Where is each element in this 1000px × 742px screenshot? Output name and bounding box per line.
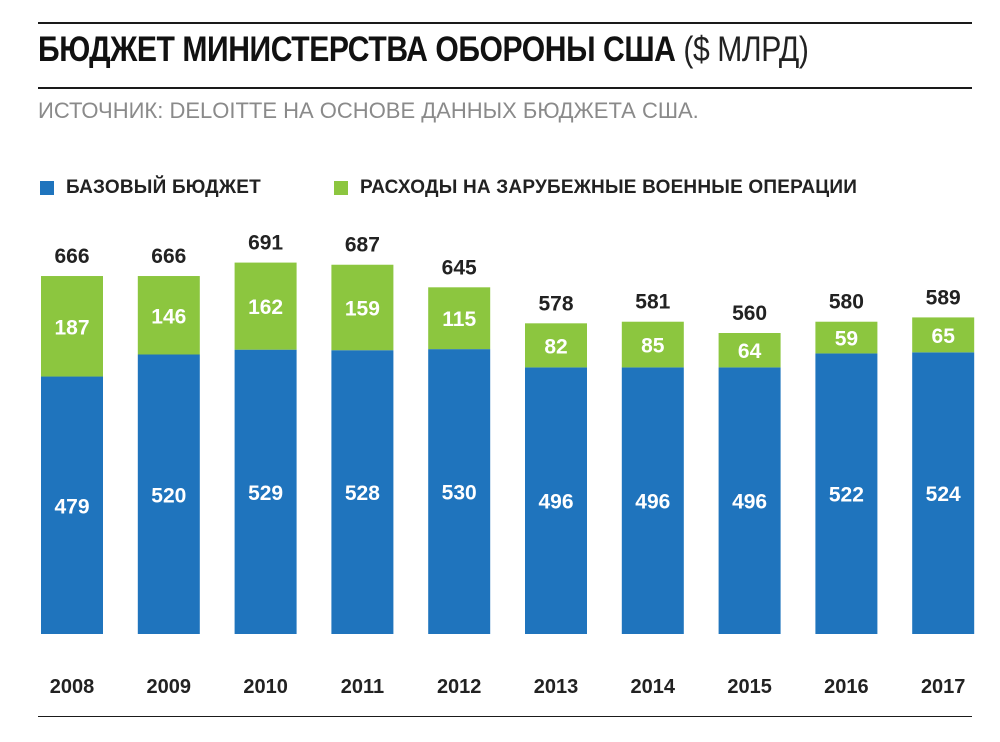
- x-tick-2009: 2009: [147, 676, 192, 698]
- label-total-2011: 687: [345, 234, 380, 257]
- x-tick-2013: 2013: [534, 676, 579, 698]
- label-total-2013: 578: [538, 292, 573, 315]
- label-total-2016: 580: [829, 291, 864, 314]
- top-rule: [38, 22, 972, 24]
- bar-overseas-2015: [718, 333, 781, 368]
- label-overseas-2015: 64: [738, 340, 762, 363]
- label-total-2008: 666: [54, 245, 89, 268]
- x-tick-2015: 2015: [727, 676, 772, 698]
- label-total-2014: 581: [635, 291, 670, 314]
- label-overseas-2011: 159: [345, 297, 380, 320]
- bar-overseas-2017: [912, 317, 975, 353]
- legend-base: БАЗОВЫЙ БЮДЖЕТ: [40, 177, 261, 199]
- label-total-2017: 589: [926, 286, 961, 309]
- title-unit: ($ МЛРД): [683, 30, 809, 69]
- x-tick-2014: 2014: [631, 676, 676, 698]
- label-total-2012: 645: [442, 256, 477, 279]
- bar-base-2013: [525, 367, 587, 634]
- label-overseas-2009: 146: [151, 305, 186, 328]
- x-tick-2017: 2017: [921, 676, 966, 698]
- bar-base-2010: [234, 349, 297, 634]
- source-note: ИСТОЧНИК: DELOITTE НА ОСНОВЕ ДАННЫХ БЮДЖ…: [38, 98, 699, 123]
- label-base-2009: 520: [151, 484, 186, 507]
- bar-overseas-2012: [428, 287, 491, 350]
- bar-base-2015: [718, 367, 781, 634]
- x-tick-2010: 2010: [243, 676, 288, 698]
- label-base-2013: 496: [538, 491, 573, 514]
- label-base-2010: 529: [248, 482, 283, 505]
- bar-overseas-2013: [525, 323, 587, 368]
- title-rule: [38, 87, 972, 89]
- label-overseas-2008: 187: [54, 316, 89, 339]
- legend-overseas: РАСХОДЫ НА ЗАРУБЕЖНЫЕ ВОЕННЫЕ ОПЕРАЦИИ: [334, 177, 857, 199]
- bar-overseas-2014: [621, 321, 684, 368]
- label-total-2010: 691: [248, 232, 283, 255]
- bottom-rule: [38, 716, 972, 717]
- bar-base-2016: [815, 353, 878, 634]
- x-tick-2011: 2011: [341, 676, 384, 698]
- bar-base-2008: [41, 376, 103, 634]
- bar-base-2014: [621, 367, 684, 634]
- label-overseas-2013: 82: [544, 335, 567, 358]
- legend-label-overseas: РАСХОДЫ НА ЗАРУБЕЖНЫЕ ВОЕННЫЕ ОПЕРАЦИИ: [360, 177, 858, 198]
- bar-overseas-2009: [137, 276, 200, 355]
- bar-overseas-2010: [234, 262, 297, 350]
- x-tick-2016: 2016: [824, 676, 869, 698]
- label-overseas-2012: 115: [442, 308, 476, 331]
- bar-base-2017: [912, 352, 975, 634]
- page-title: БЮДЖЕТ МИНИСТЕРСТВА ОБОРОНЫ США ($ МЛРД): [38, 30, 809, 69]
- bar-overseas-2008: [41, 276, 103, 377]
- label-base-2014: 496: [635, 491, 670, 514]
- label-total-2015: 560: [732, 302, 767, 325]
- legend-swatch-overseas: [334, 181, 348, 195]
- label-base-2016: 522: [829, 484, 864, 507]
- label-overseas-2014: 85: [641, 335, 665, 358]
- label-base-2012: 530: [442, 482, 477, 505]
- label-overseas-2017: 65: [932, 325, 956, 348]
- bar-base-2012: [428, 349, 491, 634]
- label-overseas-2016: 59: [835, 328, 858, 351]
- legend-label-base: БАЗОВЫЙ БЮДЖЕТ: [66, 177, 261, 198]
- x-tick-2008: 2008: [50, 676, 95, 698]
- bar-base-2009: [137, 354, 200, 634]
- label-base-2011: 528: [345, 482, 380, 505]
- bar-overseas-2011: [331, 264, 394, 351]
- label-base-2015: 496: [732, 491, 767, 514]
- label-total-2009: 666: [151, 245, 186, 268]
- legend-swatch-base: [40, 181, 54, 195]
- label-base-2017: 524: [926, 483, 961, 506]
- label-base-2008: 479: [54, 495, 89, 518]
- bar-base-2011: [331, 350, 394, 634]
- bar-overseas-2016: [815, 321, 878, 354]
- x-tick-2012: 2012: [437, 676, 482, 698]
- label-overseas-2010: 162: [248, 296, 283, 319]
